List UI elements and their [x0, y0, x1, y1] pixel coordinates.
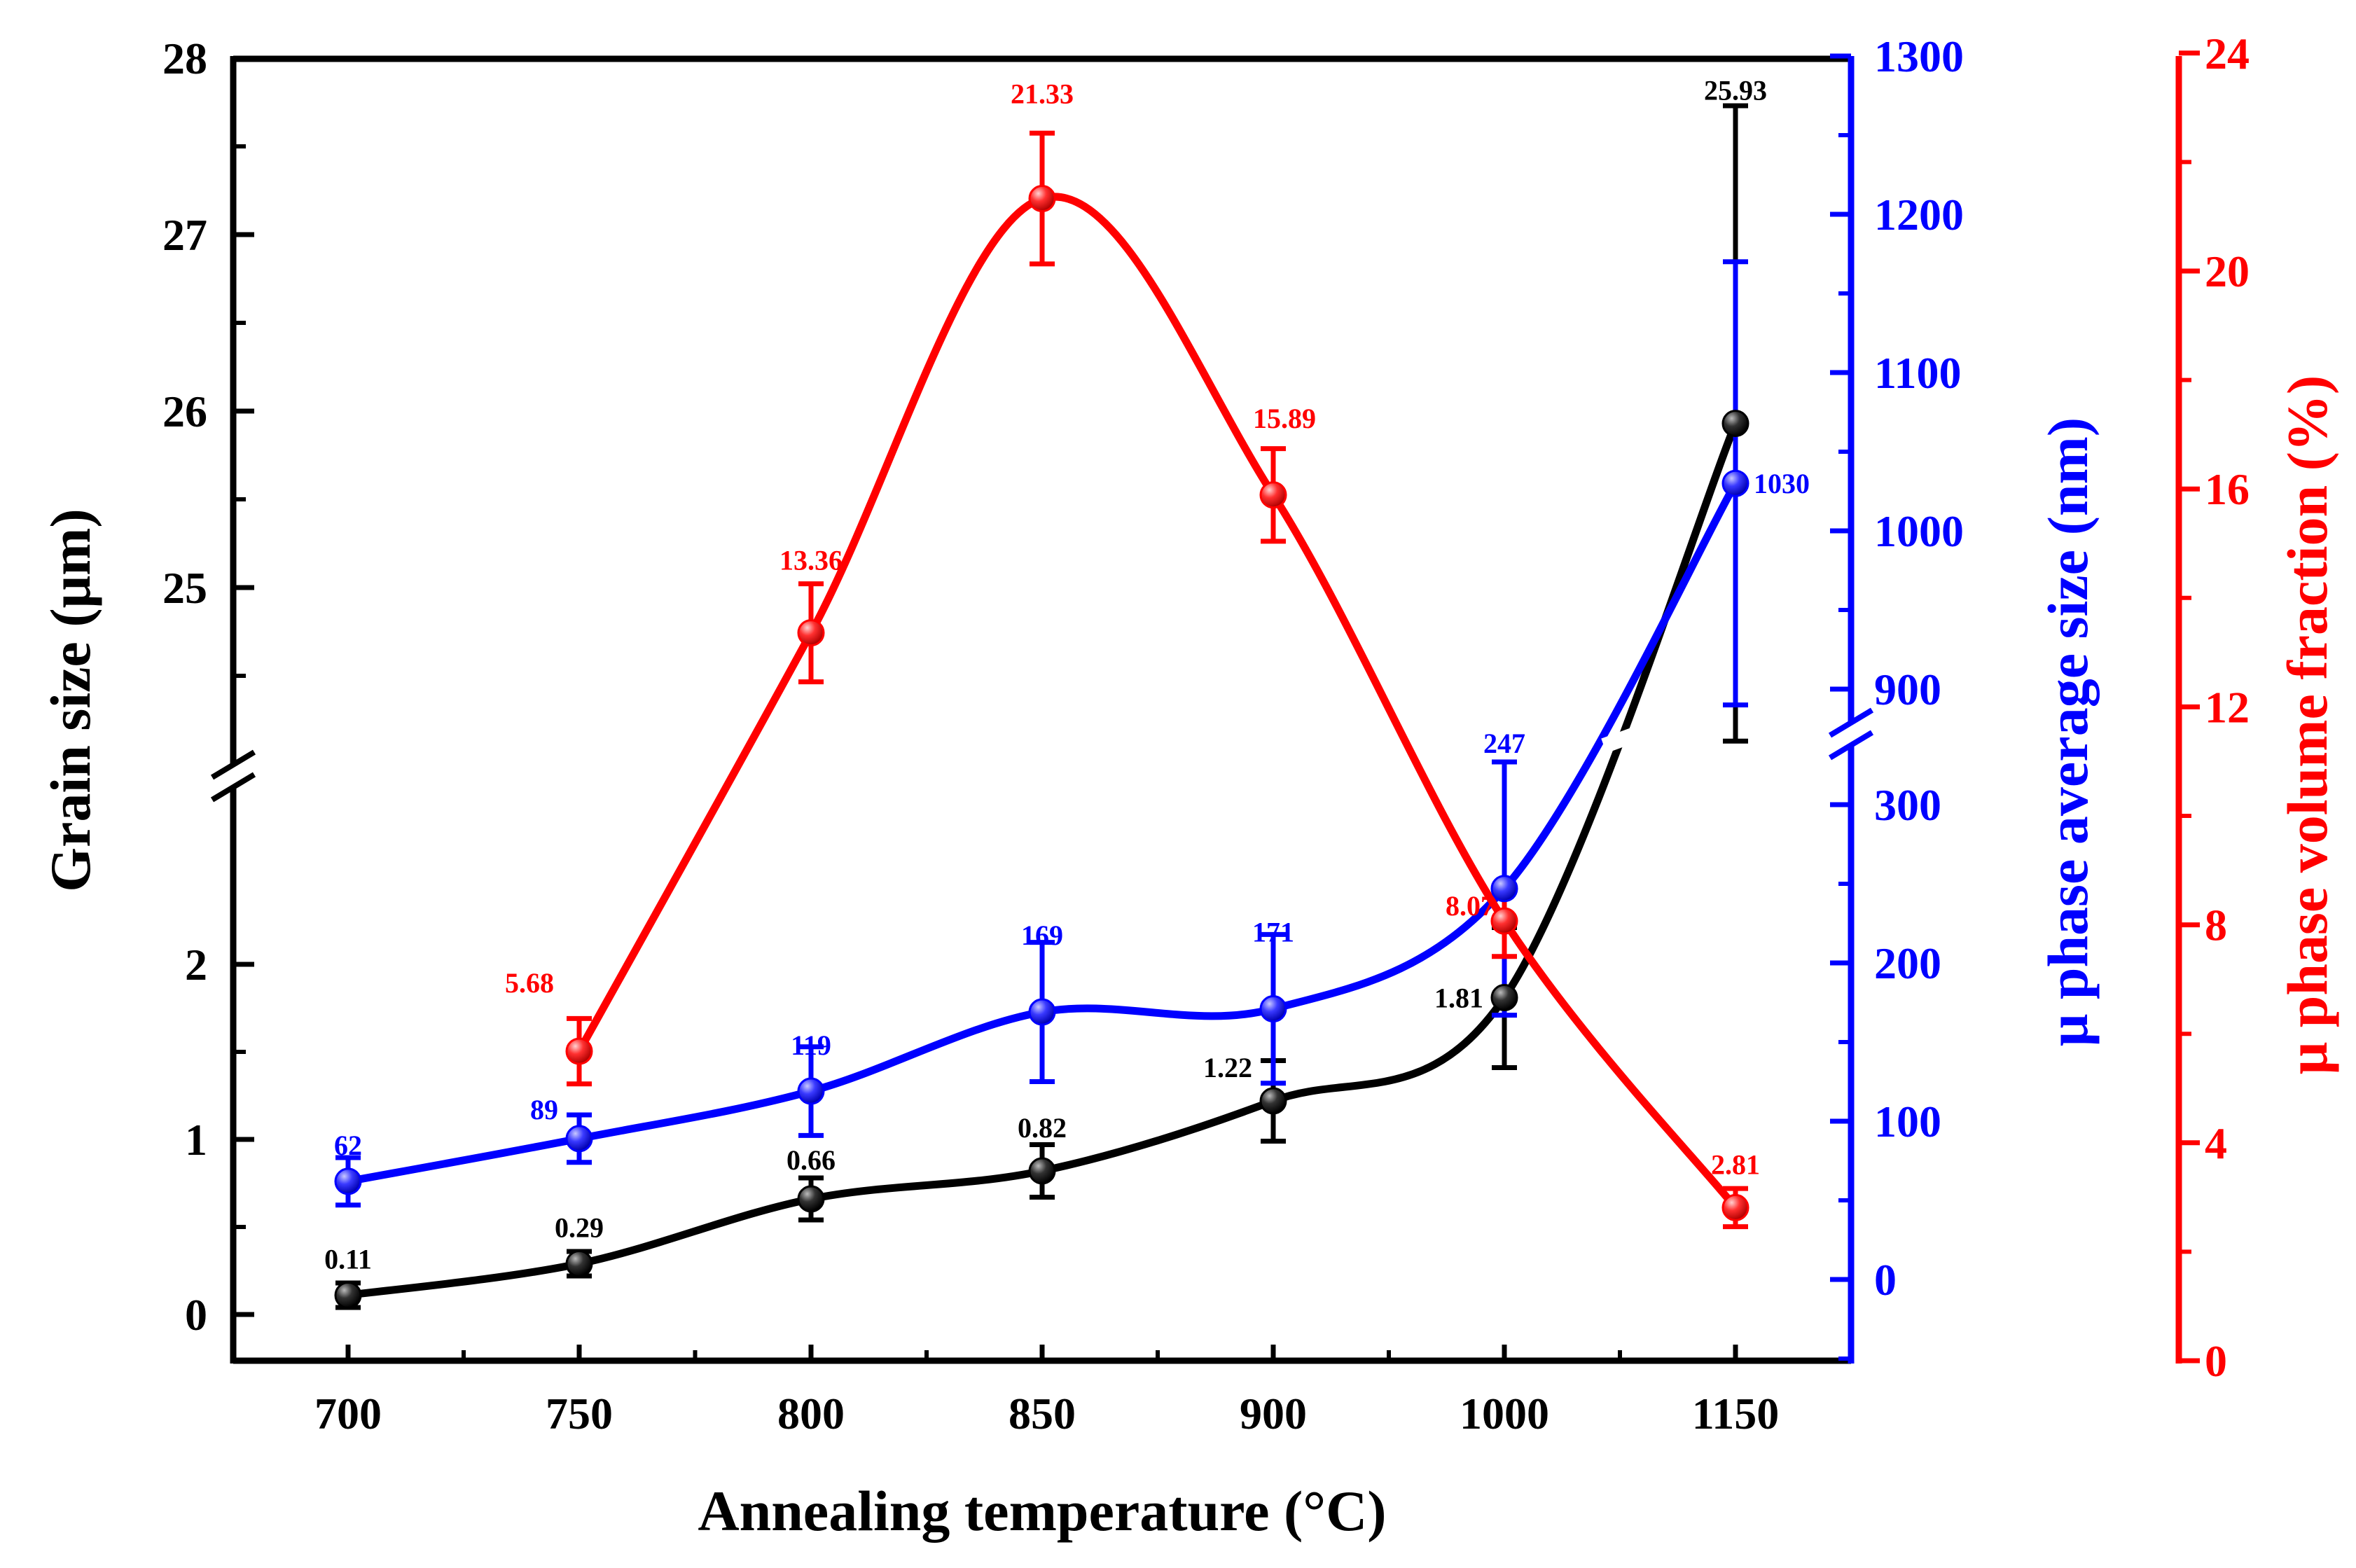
grain-data-label: 0.29 — [555, 1212, 604, 1244]
blue-data-label: 62 — [334, 1130, 362, 1161]
ticks-layer: 700 750 800 850 900 1000 115001225262728010020… — [162, 29, 2250, 1438]
x-tick-label-900: 900 — [1240, 1389, 1307, 1438]
x-axis-title: Annealing temperature (°C) — [698, 1479, 1386, 1543]
blue-tick-label: 1100 — [1874, 348, 1961, 398]
red-point — [1490, 907, 1518, 935]
grain-series-line — [344, 419, 1740, 1299]
red-tick-label: 0 — [2205, 1336, 2227, 1386]
red-tick-label: 4 — [2205, 1118, 2227, 1168]
left-tick-label: 25 — [162, 563, 207, 613]
blue-point — [1028, 998, 1056, 1026]
blue-tick-label: 1300 — [1874, 32, 1964, 81]
blue-axis-title: μ phase average size (nm) — [2036, 417, 2100, 1046]
blue-data-label: 247 — [1483, 728, 1525, 759]
blue-tick-label: 300 — [1874, 780, 1941, 830]
left-tick-label: 2 — [185, 940, 207, 990]
x-tick-label-700: 700 — [314, 1389, 382, 1438]
red-data-label: 2.81 — [1711, 1149, 1760, 1180]
grain-data-label: 0.66 — [787, 1144, 836, 1176]
x-tick-label-800: 800 — [777, 1389, 845, 1438]
red-point — [797, 619, 825, 647]
left-tick-label: 28 — [162, 34, 207, 83]
x-tick-label-850: 850 — [1009, 1389, 1076, 1438]
left-tick-label: 0 — [185, 1290, 207, 1340]
red-data-label: 13.36 — [779, 545, 843, 576]
grain-point — [797, 1185, 825, 1213]
red-data-label: 8.07 — [1446, 890, 1495, 922]
red-point — [565, 1037, 593, 1065]
blue-data-label: 1030 — [1754, 468, 1810, 499]
red-tick-label: 12 — [2205, 682, 2250, 732]
red-tick-label: 16 — [2205, 464, 2250, 514]
blue-point — [1721, 469, 1749, 497]
grain-point — [1721, 410, 1749, 438]
red-series-line — [575, 193, 1740, 1212]
markers-layer — [334, 185, 1749, 1309]
x-tick-label-1150: 1150 — [1692, 1389, 1779, 1438]
blue-point — [565, 1125, 593, 1153]
blue-tick-label: 900 — [1874, 665, 1941, 714]
blue-point — [334, 1167, 362, 1195]
grain-data-label: 25.93 — [1704, 75, 1767, 106]
blue-point — [797, 1077, 825, 1105]
blue-data-label: 89 — [530, 1094, 558, 1125]
blue-tick-label: 0 — [1874, 1255, 1897, 1305]
blue-tick-label: 1200 — [1874, 190, 1964, 240]
red-point — [1721, 1193, 1749, 1221]
grain-data-label: 1.22 — [1203, 1052, 1252, 1083]
red-data-label: 21.33 — [1011, 78, 1074, 110]
blue-point — [1490, 875, 1518, 903]
x-tick-label-1000: 1000 — [1460, 1389, 1549, 1438]
red-data-label: 5.68 — [505, 967, 554, 999]
left-axis-break-mark-2 — [210, 772, 256, 803]
left-axis-break-mark-1 — [210, 749, 256, 780]
blue-tick-label: 1000 — [1874, 506, 1964, 556]
blue-tick-label: 100 — [1874, 1097, 1941, 1146]
blue-axis-break-mark-2 — [1828, 730, 1874, 761]
x-tick-label-750: 750 — [546, 1389, 613, 1438]
red-point — [1028, 185, 1056, 213]
blue-axis-break-mark-1 — [1828, 707, 1874, 738]
grain-point — [1490, 984, 1518, 1011]
red-tick-label: 8 — [2205, 901, 2227, 950]
left-tick-label: 1 — [185, 1115, 207, 1165]
grain-data-label: 1.81 — [1434, 983, 1483, 1014]
blue-data-label: 119 — [791, 1029, 831, 1061]
grain-point — [334, 1282, 362, 1309]
red-data-label: 15.89 — [1253, 403, 1316, 434]
blue-data-label: 169 — [1021, 920, 1063, 951]
grain-point — [1028, 1157, 1056, 1185]
grain-data-label: 0.82 — [1018, 1112, 1067, 1144]
grain-point — [565, 1250, 593, 1277]
grain-point — [1259, 1087, 1287, 1115]
blue-tick-label: 200 — [1874, 938, 1941, 988]
blue-point — [1259, 995, 1287, 1023]
left-axis-title: Grain size (μm) — [39, 508, 102, 891]
red-axis-title: μ phase volume fraction (%) — [2275, 375, 2339, 1075]
axis-break-gap — [1601, 724, 1645, 754]
left-tick-label: 26 — [162, 387, 207, 436]
plot-frame — [210, 55, 2182, 1364]
grain-data-label: 0.11 — [324, 1244, 372, 1275]
blue-data-label: 171 — [1252, 917, 1294, 948]
red-point — [1259, 481, 1287, 509]
red-tick-label: 20 — [2205, 247, 2250, 296]
red-tick-label: 24 — [2205, 29, 2250, 78]
labels-layer: 0.11 0.29 0.66 0.82 1.22 1.81 25.93 62 89 119 169 1… — [324, 75, 1810, 1275]
left-tick-label: 27 — [162, 210, 207, 260]
